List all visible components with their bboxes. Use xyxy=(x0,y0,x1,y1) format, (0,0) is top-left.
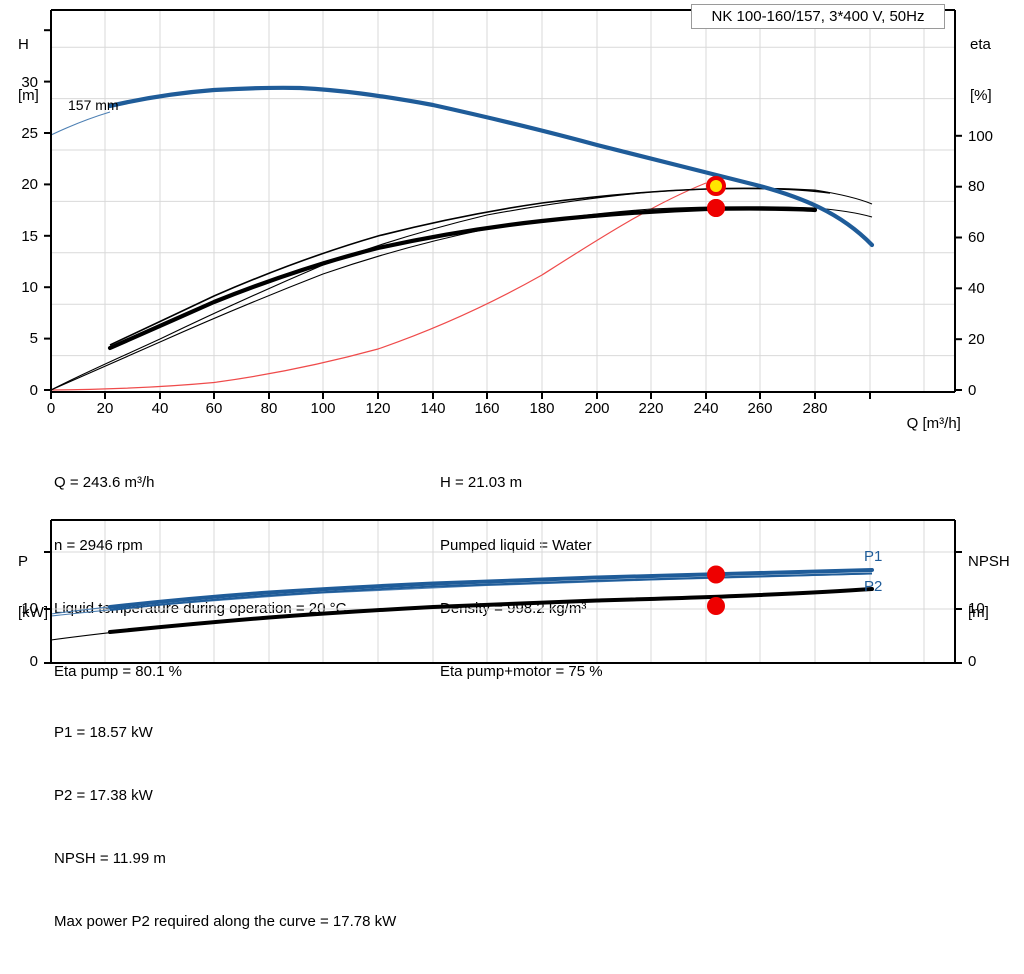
power-npsh-chart: P1 P2 xyxy=(44,519,962,664)
bottom-chart-frame xyxy=(50,519,956,664)
h-tick-20: 20 xyxy=(21,176,38,193)
top-chart-x-axis-title: Q [m³/h] xyxy=(890,398,961,449)
top-grid-horizontal xyxy=(51,46,955,357)
q-tick-220: 220 xyxy=(638,400,664,417)
eta-tick-100: 100 xyxy=(968,128,994,145)
p-axis-unit: [kW] xyxy=(18,604,48,621)
q-tick-20: 20 xyxy=(96,400,114,417)
p-tick-10: 10 xyxy=(21,600,38,617)
q-tick-120: 120 xyxy=(365,400,391,417)
head-curve xyxy=(107,85,875,248)
power-data-p2: P2 = 17.38 kW xyxy=(54,787,153,804)
duty-point-p1-marker xyxy=(707,565,725,584)
impeller-diameter-label: 157 mm xyxy=(68,97,119,113)
top-bottom-ticks xyxy=(50,392,871,399)
eta-axis-name: eta xyxy=(970,36,991,53)
h-tick-0: 0 xyxy=(29,382,38,399)
operating-data-etap: Eta pump = 80.1 % xyxy=(54,663,182,680)
eta-tick-0: 0 xyxy=(968,382,977,399)
q-tick-140: 140 xyxy=(420,400,446,417)
pump-model-title: NK 100-160/157, 3*400 V, 50Hz xyxy=(711,8,925,25)
pump-model-title-box: NK 100-160/157, 3*400 V, 50Hz xyxy=(691,4,945,29)
eta-pump-motor-curve xyxy=(107,206,818,351)
bottom-chart-y-left-axis-title: P [kW] xyxy=(18,519,78,655)
eta-tick-40: 40 xyxy=(968,280,985,297)
bottom-chart-y-right-axis-title: NPSH [m] xyxy=(968,519,1024,655)
npsh-tick-10: 10 xyxy=(968,600,985,617)
q-tick-80: 80 xyxy=(260,400,278,417)
npsh-curve-top xyxy=(50,182,707,391)
power-data-npsh: NPSH = 11.99 m xyxy=(54,850,166,867)
h-axis-name: H xyxy=(18,36,29,53)
q-tick-160: 160 xyxy=(474,400,500,417)
eta-pump-curve-thin xyxy=(50,187,873,391)
h-tick-25: 25 xyxy=(21,125,38,142)
operating-data-h: H = 21.03 m xyxy=(440,474,523,491)
p-tick-0: 0 xyxy=(29,653,38,670)
h-tick-15: 15 xyxy=(21,228,38,245)
head-curve-thin xyxy=(50,111,111,136)
npsh-axis-name: NPSH xyxy=(968,553,1010,570)
eta-tick-60: 60 xyxy=(968,229,985,246)
npsh-axis-unit: [m] xyxy=(968,604,989,621)
power-data-p1: P1 = 18.57 kW xyxy=(54,724,153,741)
h-axis-unit: [m] xyxy=(18,87,39,104)
npsh-curve-bottom xyxy=(108,587,874,634)
h-tick-30: 30 xyxy=(21,74,38,91)
bottom-chart-duty-markers xyxy=(707,565,725,615)
eta-tick-80: 80 xyxy=(968,178,985,195)
q-tick-40: 40 xyxy=(151,400,169,417)
power-data-block: P1 = 18.57 kW P2 = 17.38 kW NPSH = 11.99… xyxy=(54,680,396,974)
top-right-ticks xyxy=(955,134,962,391)
head-eta-chart xyxy=(44,9,962,399)
top-left-ticks xyxy=(44,29,51,391)
p2-series-label: P2 xyxy=(864,578,882,595)
bottom-grid-horizontal xyxy=(51,551,955,610)
q-axis-label: Q [m³/h] xyxy=(906,415,961,432)
bottom-left-ticks xyxy=(44,551,51,664)
duty-point-eta-motor-marker xyxy=(707,199,725,217)
top-chart-y-right-axis-title: eta [%] xyxy=(970,2,1024,138)
bottom-right-ticks xyxy=(955,551,962,664)
h-tick-5: 5 xyxy=(29,330,38,347)
pump-curve-page: NK 100-160/157, 3*400 V, 50Hz H [m] eta … xyxy=(18,2,1024,930)
eta-tick-20: 20 xyxy=(968,331,985,348)
q-tick-260: 260 xyxy=(747,400,773,417)
q-tick-100: 100 xyxy=(310,400,336,417)
p1-curve xyxy=(108,568,874,609)
q-tick-60: 60 xyxy=(205,400,223,417)
q-tick-0: 0 xyxy=(46,400,56,417)
duty-point-eta-marker xyxy=(706,176,726,196)
p1-series-label: P1 xyxy=(864,548,882,565)
q-tick-180: 180 xyxy=(529,400,555,417)
operating-data-n: n = 2946 rpm xyxy=(54,537,143,554)
top-chart-y-left-axis-title: H [m] xyxy=(18,2,78,138)
npsh-tick-0: 0 xyxy=(968,653,977,670)
h-tick-10: 10 xyxy=(21,279,38,296)
power-data-maxpower: Max power P2 required along the curve = … xyxy=(54,913,397,930)
operating-data-q: Q = 243.6 m³/h xyxy=(54,474,155,491)
q-tick-280: 280 xyxy=(802,400,828,417)
p-axis-name: P xyxy=(18,553,29,570)
duty-point-npsh-marker xyxy=(707,597,725,615)
p2-curve xyxy=(109,572,873,611)
operating-data-etapm: Eta pump+motor = 75 % xyxy=(440,663,603,680)
q-tick-240: 240 xyxy=(693,400,719,417)
eta-axis-unit: [%] xyxy=(970,87,992,104)
q-tick-200: 200 xyxy=(584,400,610,417)
operating-data-liquid: Pumped liquid = Water xyxy=(440,537,592,554)
eta-pump-motor-curve-thin xyxy=(50,206,873,391)
